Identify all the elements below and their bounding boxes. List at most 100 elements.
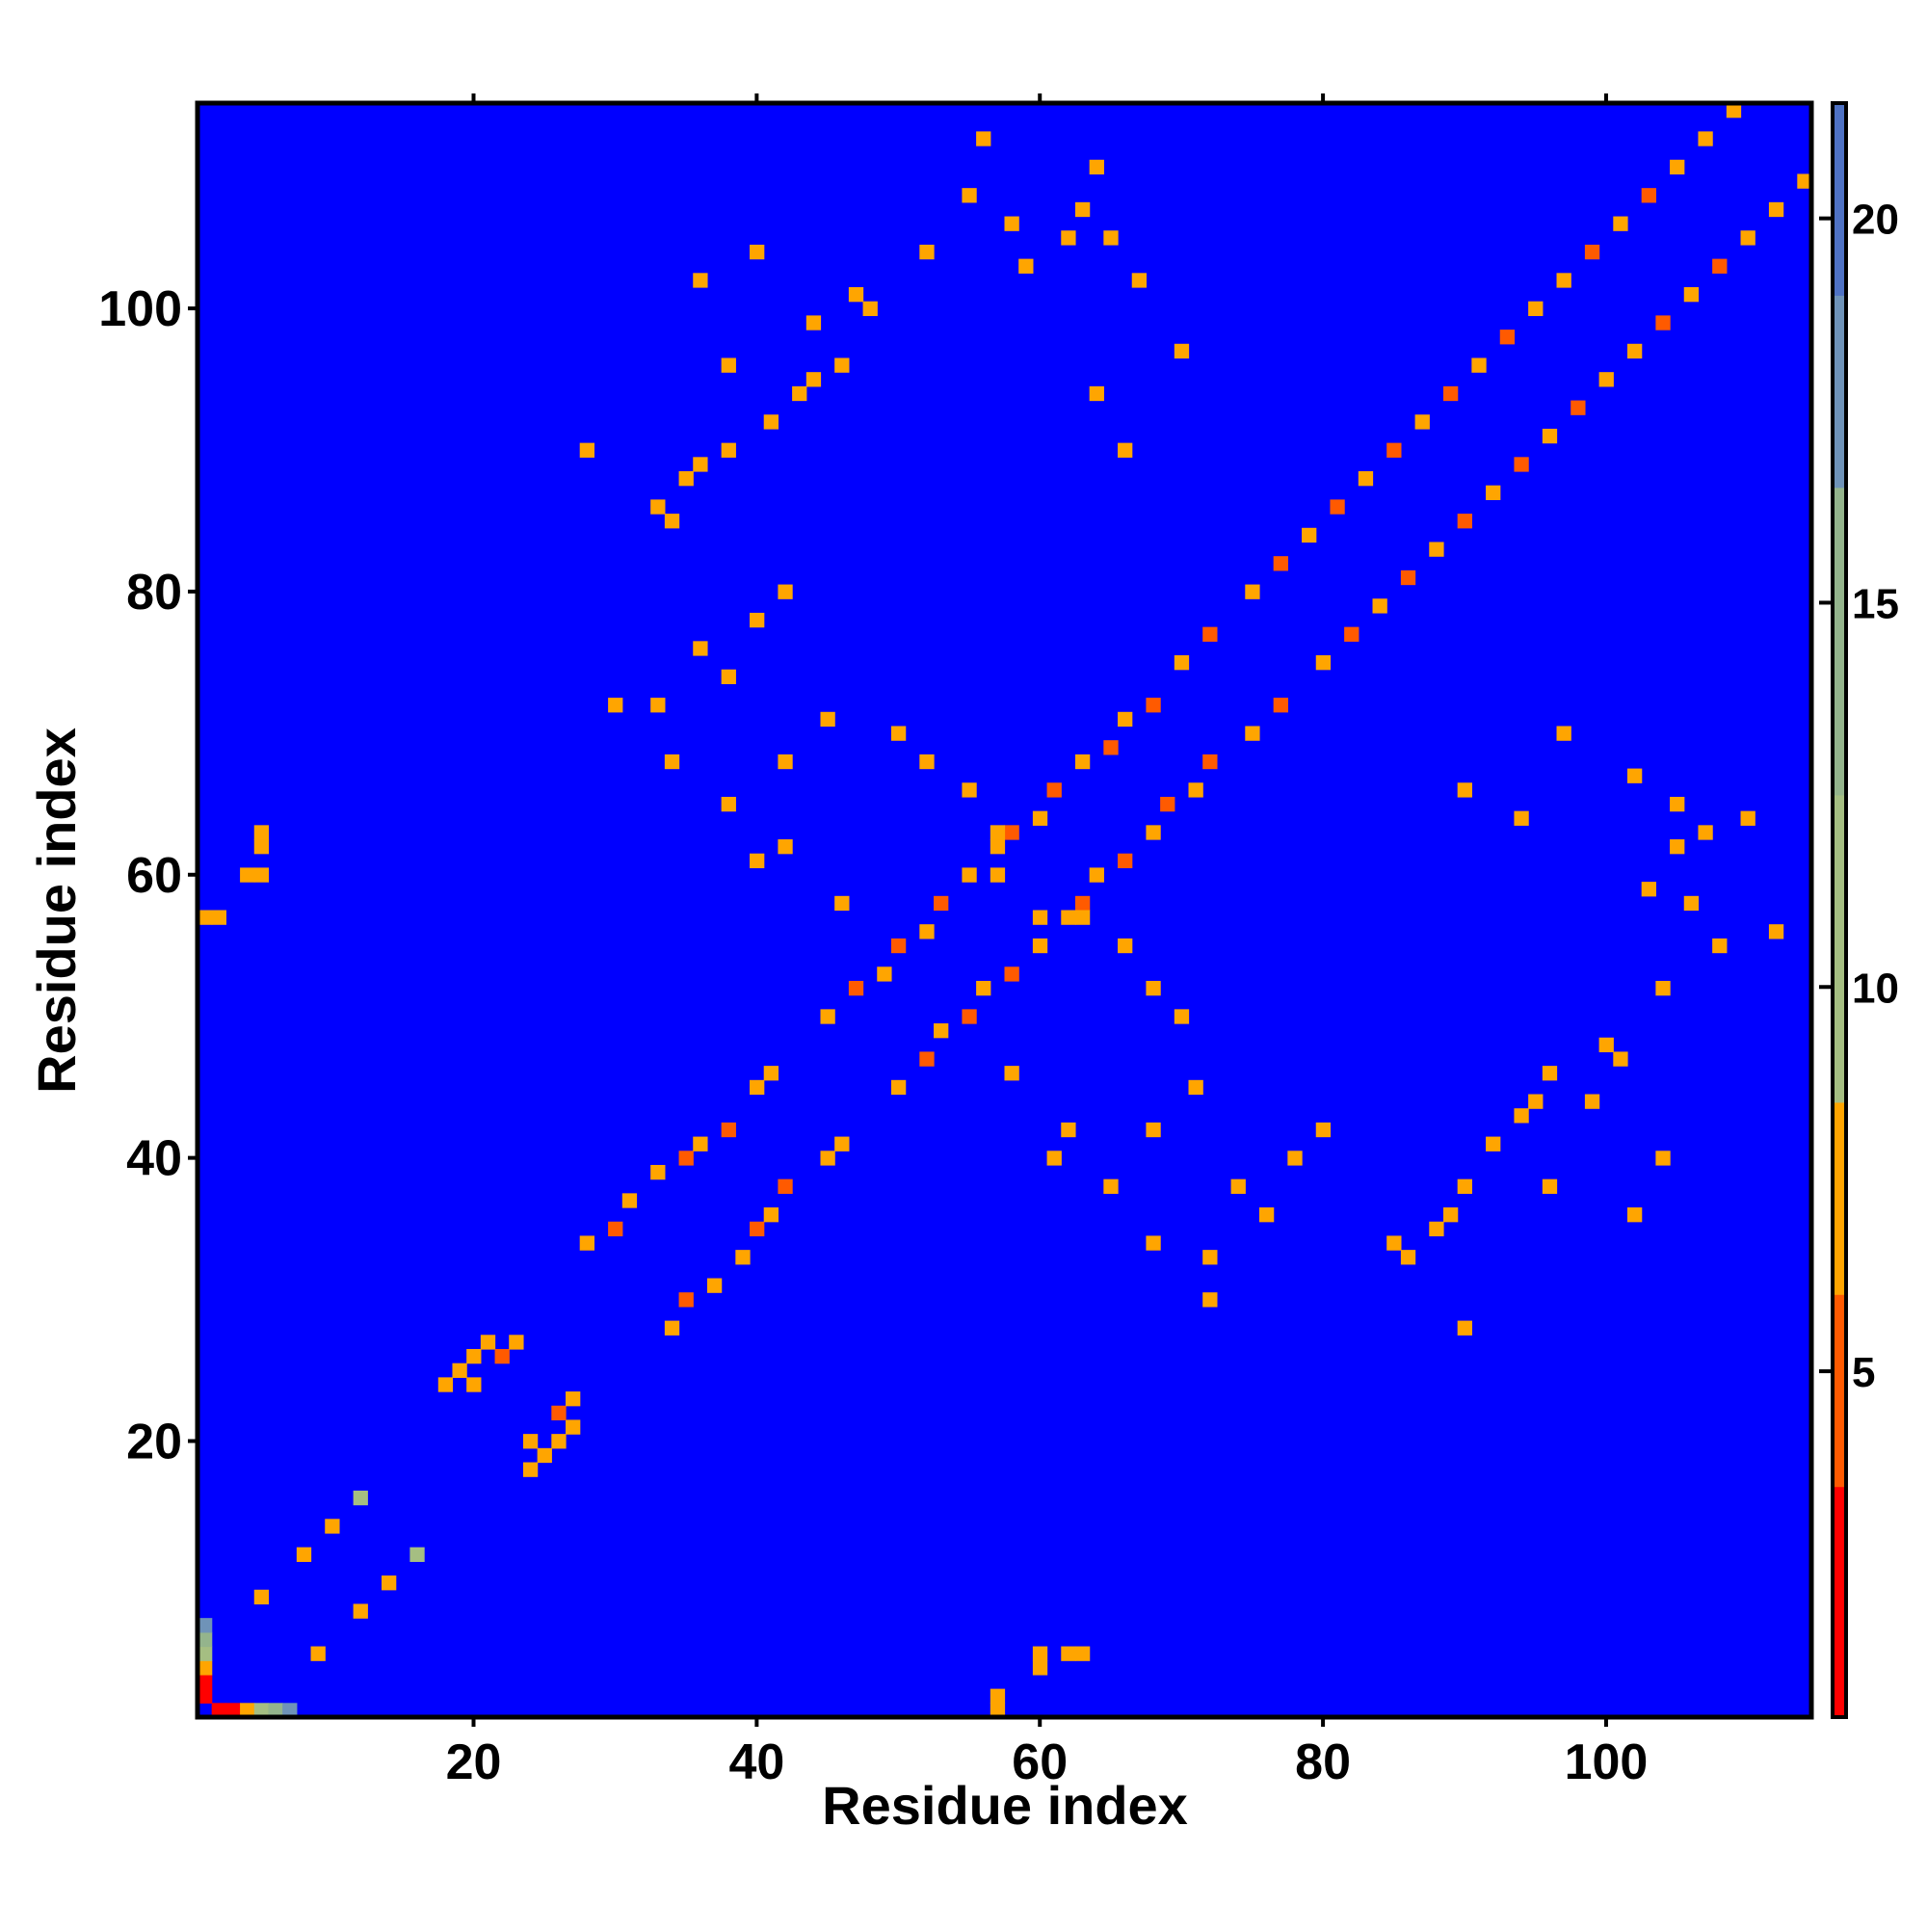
heatmap-cell (253, 839, 270, 855)
heatmap-cell (1442, 385, 1459, 402)
heatmap-cell (1670, 839, 1685, 855)
heatmap-cell (1528, 1094, 1544, 1109)
heatmap-cell (1061, 230, 1076, 246)
heatmap-cell (566, 1391, 581, 1407)
heatmap-cell (1358, 471, 1374, 487)
heatmap-cell (778, 754, 793, 770)
heatmap-cell (1188, 1079, 1203, 1096)
heatmap-cell (990, 867, 1006, 883)
colorbar-tick-label: 15 (1852, 580, 1899, 627)
heatmap-cell (693, 273, 708, 288)
heatmap-cell (1471, 357, 1487, 373)
colorbar-band (1833, 1294, 1846, 1488)
heatmap-cell (1457, 514, 1472, 529)
heatmap-cell (1670, 159, 1685, 175)
heatmap-cell (721, 1122, 736, 1138)
heatmap-cell (934, 1023, 949, 1039)
heatmap-cell (1273, 556, 1288, 571)
heatmap-cell (1032, 1646, 1048, 1661)
heatmap-cell (1273, 698, 1288, 713)
heatmap-cell (1074, 754, 1091, 770)
heatmap-cell (1146, 1122, 1161, 1138)
heatmap-cell (1626, 1207, 1643, 1223)
heatmap-cell (1584, 1094, 1600, 1109)
heatmap-cell (664, 754, 680, 770)
heatmap-cell (1372, 598, 1387, 614)
heatmap-cell (1245, 584, 1260, 599)
heatmap-cell (1202, 1250, 1218, 1265)
heatmap-cell (353, 1490, 368, 1506)
heatmap-cell (650, 698, 666, 713)
heatmap-cell (650, 1164, 666, 1180)
heatmap-cell (551, 1434, 567, 1449)
x-tick-label: 60 (1012, 1734, 1068, 1790)
colorbar-tick-label: 5 (1852, 1349, 1875, 1396)
heatmap-cell (1514, 457, 1529, 472)
heatmap-cell (268, 1703, 283, 1717)
x-tick-label: 80 (1295, 1734, 1351, 1790)
heatmap-cell (1542, 1178, 1558, 1194)
heatmap-cell (1429, 1221, 1444, 1237)
heatmap-cell (1287, 1151, 1303, 1166)
heatmap-cell (253, 867, 270, 883)
heatmap-cell (1797, 173, 1811, 189)
heatmap-cell (1571, 400, 1586, 415)
heatmap-cell (1330, 499, 1345, 515)
heatmap-cell (240, 867, 255, 883)
heatmap-cell (198, 910, 213, 925)
heatmap-cell (721, 669, 736, 685)
colorbar-band (1833, 295, 1846, 489)
heatmap-cell (1131, 273, 1148, 288)
heatmap-cell (919, 1051, 935, 1067)
heatmap-cell (198, 1660, 213, 1676)
heatmap-cell (1046, 782, 1062, 798)
heatmap-cell (608, 698, 623, 713)
heatmap-cell (763, 414, 779, 430)
heatmap-cell (1457, 1178, 1472, 1194)
heatmap-cell (792, 385, 807, 402)
colorbar-tick-label: 10 (1852, 965, 1899, 1012)
heatmap-cell (778, 839, 793, 855)
heatmap-cell (962, 188, 977, 203)
heatmap-cell (820, 1009, 835, 1024)
heatmap-cell (1118, 938, 1133, 954)
heatmap-cell (1641, 188, 1656, 203)
heatmap-cell (1174, 1009, 1190, 1024)
heatmap-cell (310, 1646, 326, 1661)
heatmap-cell (848, 287, 864, 303)
heatmap-cell (1103, 230, 1119, 246)
heatmap-cell (1598, 372, 1614, 387)
colorbar-band (1833, 1101, 1846, 1295)
colorbar-tick-label: 20 (1852, 197, 1899, 244)
heatmap-cell (1457, 782, 1472, 798)
heatmap-cell (919, 754, 935, 770)
heatmap-cell (721, 442, 736, 458)
heatmap-cell (1032, 810, 1048, 826)
y-tick-label: 100 (98, 281, 182, 337)
heatmap-cell (579, 442, 594, 458)
heatmap-cell (848, 980, 864, 996)
heatmap-cell (1032, 938, 1048, 954)
heatmap-cell (1712, 258, 1728, 274)
heatmap-cell (494, 1348, 510, 1364)
heatmap-cell (1457, 1320, 1472, 1336)
heatmap-cell (466, 1348, 482, 1364)
heatmap-cell (763, 1207, 779, 1223)
heatmap-cell (890, 726, 907, 741)
heatmap-cell (721, 796, 736, 812)
heatmap-cell (990, 825, 1006, 840)
colorbar-frame (1831, 101, 1848, 1719)
heatmap-cell (566, 1419, 581, 1435)
heatmap-cell (1740, 230, 1755, 246)
y-tick-label: 80 (126, 565, 182, 621)
heatmap-cell (820, 711, 835, 728)
heatmap-cell (1655, 1151, 1671, 1166)
heatmap-cell (778, 584, 793, 599)
heatmap-cell (1004, 216, 1019, 231)
heatmap-cell (1315, 655, 1332, 671)
heatmap-cell (834, 895, 850, 912)
heatmap-cell (198, 1618, 213, 1633)
heatmap-cell (621, 1193, 638, 1208)
colorbar: 5 10 15 20 (1819, 101, 1899, 1719)
